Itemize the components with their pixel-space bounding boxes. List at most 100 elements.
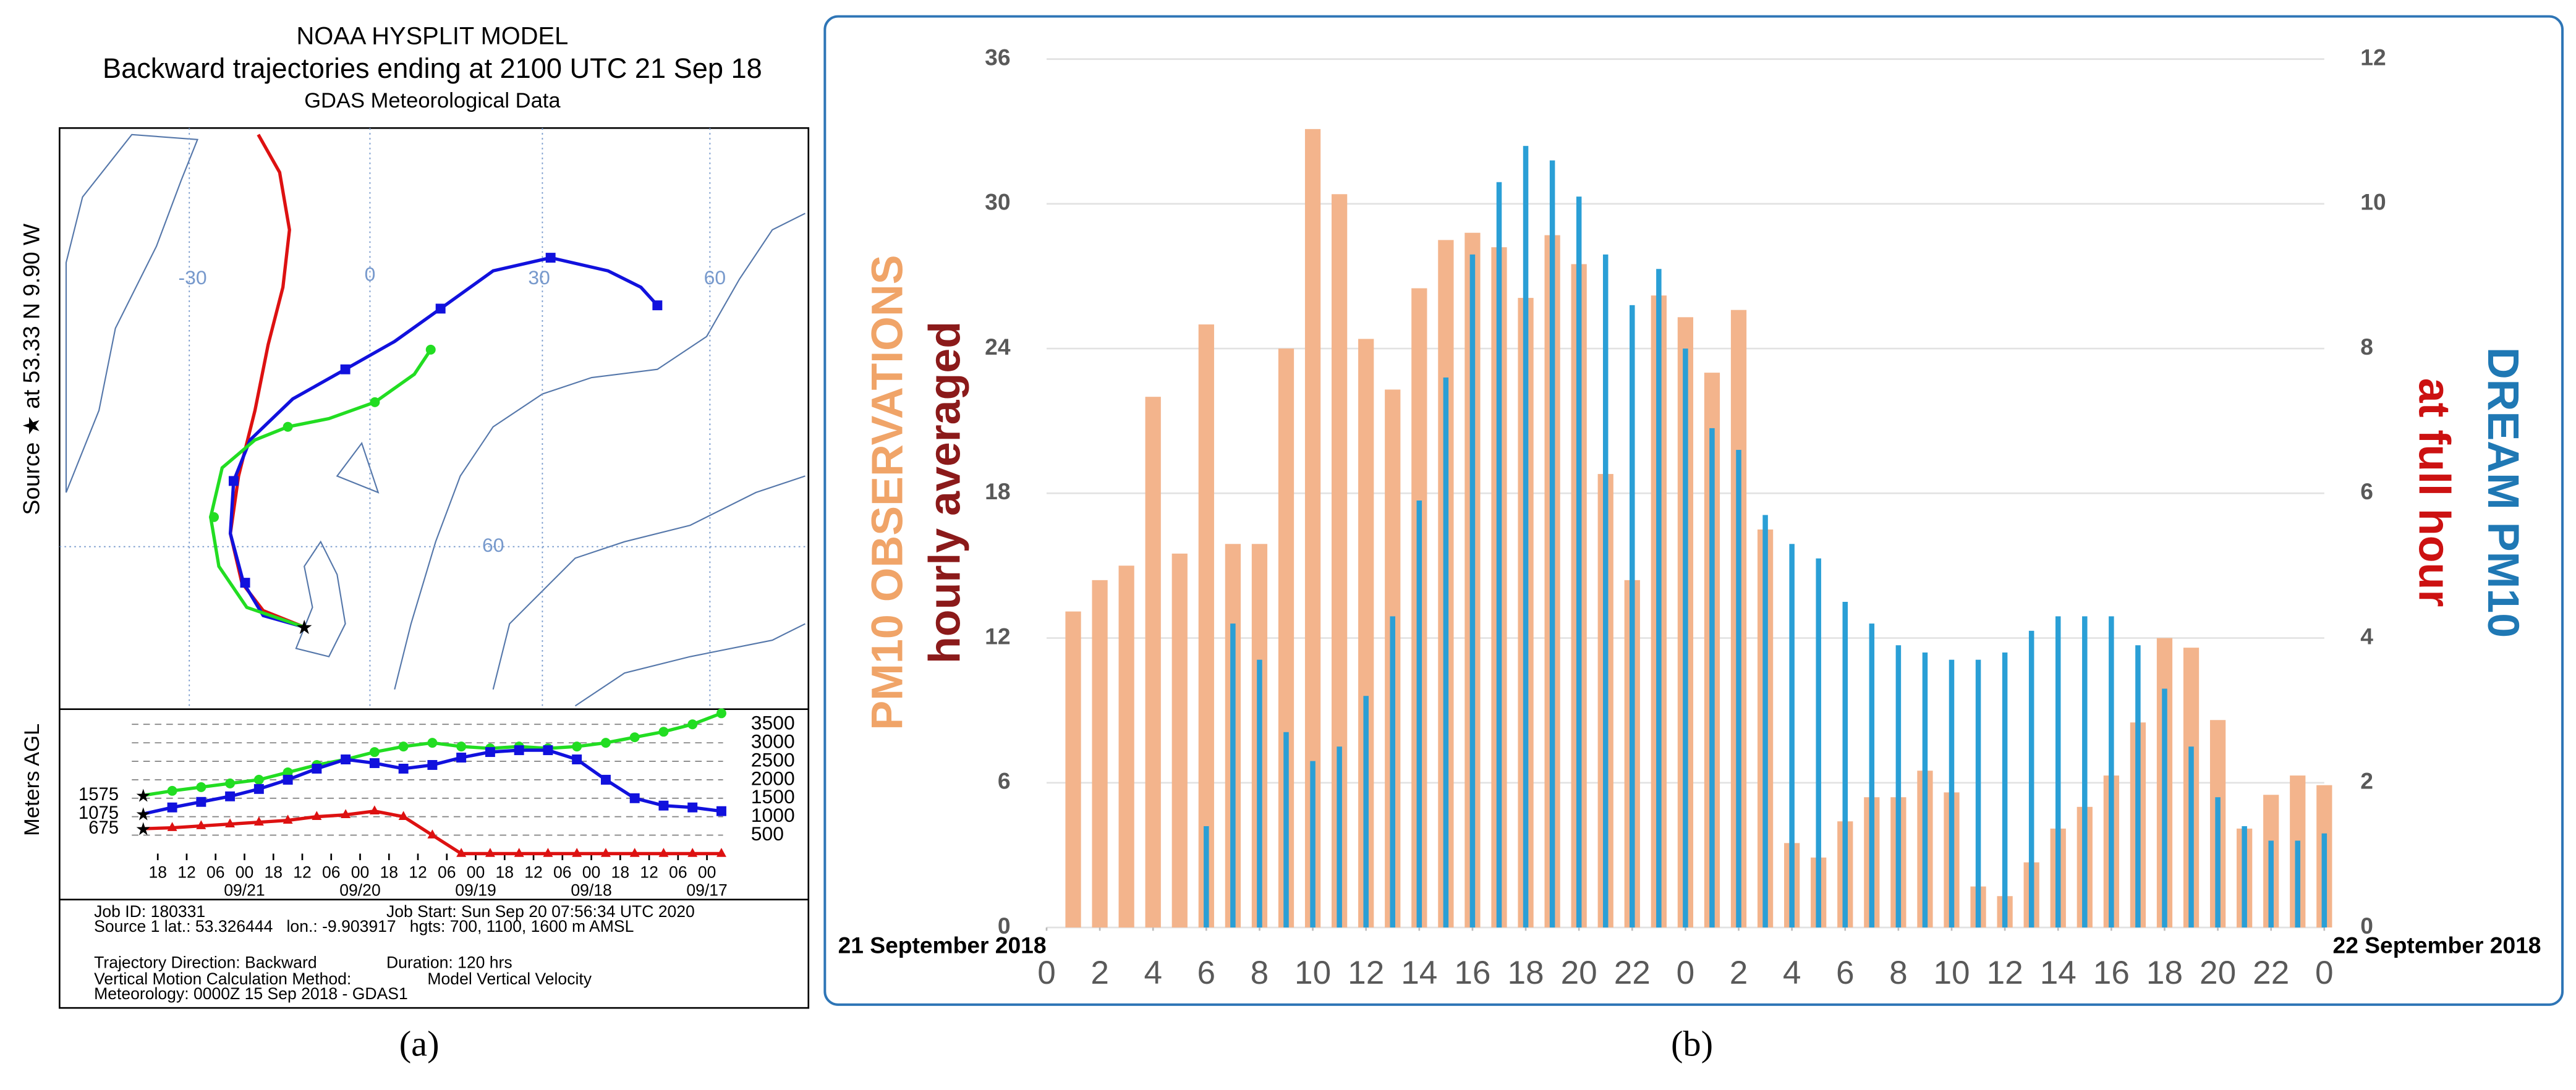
start-label: 1075: [79, 803, 119, 823]
start-marker: ★: [135, 787, 151, 806]
marker: [196, 820, 206, 829]
x-tick-label: 16: [2093, 955, 2130, 991]
x-tick-label: 8: [1889, 955, 1908, 991]
y2-axis-label: at full hour: [2410, 378, 2459, 607]
x-tick-label: 00: [698, 863, 716, 881]
bar: [2002, 652, 2008, 927]
x-tick-label: 18: [611, 863, 630, 881]
marker: [687, 848, 698, 857]
bar: [1469, 254, 1476, 927]
bar: [1869, 623, 1875, 927]
x-tick-label: 12: [177, 863, 196, 881]
bar: [1975, 659, 1981, 927]
info: Vertical Motion Calculation Method:: [94, 970, 351, 988]
y2-tick-label: 12: [2360, 44, 2386, 70]
y-tick-label: 6: [998, 768, 1011, 794]
marker: [456, 741, 467, 752]
bar: [1842, 601, 1848, 927]
trajectory: [209, 349, 432, 629]
bar: [2055, 616, 2061, 927]
marker: [485, 848, 495, 857]
marker: [514, 745, 524, 756]
marker: [196, 796, 206, 807]
info: Meteorology: 0000Z 15 Sep 2018 - GDAS1: [94, 984, 408, 1003]
marker: [427, 829, 438, 839]
bar: [1523, 146, 1529, 927]
y-tick-label: 2500: [751, 748, 795, 771]
x-tick-label: 2: [1730, 955, 1748, 991]
y-tick-label: 2000: [751, 767, 795, 789]
marker: [312, 763, 322, 774]
info: Job ID: 180331: [94, 902, 205, 921]
marker: [629, 848, 640, 857]
map-label: -30: [179, 266, 207, 289]
bar: [2242, 826, 2247, 927]
bar: [1257, 659, 1262, 927]
x-tick-label: 0: [1037, 955, 1056, 991]
marker: [427, 738, 438, 748]
bar: [1283, 732, 1289, 927]
trajectory-markers: [209, 344, 436, 522]
x-tick-label: 12: [524, 863, 543, 881]
map-label: 0: [365, 263, 376, 285]
x-tick-label: 18: [2146, 955, 2183, 991]
bar: [1709, 428, 1715, 927]
y2-tick-label: 4: [2360, 623, 2373, 649]
x-tick-label: 10: [1294, 955, 1331, 991]
date-label: 09/18: [571, 881, 611, 900]
marker: [716, 848, 726, 857]
date-label: 09/17: [686, 881, 727, 900]
marker: [543, 848, 553, 857]
date-label: 09/21: [224, 881, 265, 900]
marker: [658, 848, 669, 857]
bar: [2295, 840, 2301, 927]
marker: [167, 822, 177, 831]
map-label: 60: [704, 266, 726, 289]
marker: [283, 774, 293, 785]
source-label: Source ★ at 53.33 N 9.90 W: [19, 224, 45, 515]
x-tick-label: 6: [1836, 955, 1855, 991]
bar: [1390, 616, 1395, 927]
bar: [1416, 501, 1422, 927]
y-tick-label: 24: [985, 334, 1011, 360]
bar: [1789, 544, 1795, 927]
marker: [225, 818, 236, 827]
x-tick-label: 00: [467, 863, 485, 881]
x-tick-label: 00: [236, 863, 254, 881]
marker: [600, 738, 611, 748]
marker: [600, 774, 611, 785]
bar: [1145, 397, 1161, 927]
bar: [2028, 630, 2034, 927]
marker: [572, 741, 582, 752]
marker: [600, 848, 611, 857]
x-tick-label: 20: [1561, 955, 1597, 991]
x-tick-label: 06: [322, 863, 341, 881]
date-label: 09/20: [339, 881, 380, 900]
bar: [1656, 269, 1662, 927]
x-tick-label: 12: [1348, 955, 1384, 991]
x-tick-label: 16: [1454, 955, 1490, 991]
marker: [398, 763, 409, 774]
bar: [2188, 746, 2194, 927]
start-marker: ★: [135, 819, 151, 839]
x-tick-label: 14: [1401, 955, 1437, 991]
y2-tick-label: 6: [2360, 478, 2373, 504]
y2-tick-label: 2: [2360, 768, 2373, 794]
bar: [2082, 616, 2088, 927]
x-tick-label: 18: [380, 863, 398, 881]
marker: [716, 708, 726, 719]
bar: [1895, 645, 1902, 927]
marker: [167, 802, 177, 813]
x-tick-label: 06: [553, 863, 572, 881]
x-tick-label: 06: [669, 863, 687, 881]
bar: [1171, 553, 1188, 927]
bar: [1683, 349, 1688, 927]
marker: [369, 805, 380, 815]
trajectory-markers: [228, 253, 663, 588]
map-grid: [59, 128, 809, 709]
marker: [687, 719, 698, 730]
marker: [369, 747, 380, 758]
bar: [2135, 645, 2141, 927]
bar: [1762, 515, 1768, 927]
